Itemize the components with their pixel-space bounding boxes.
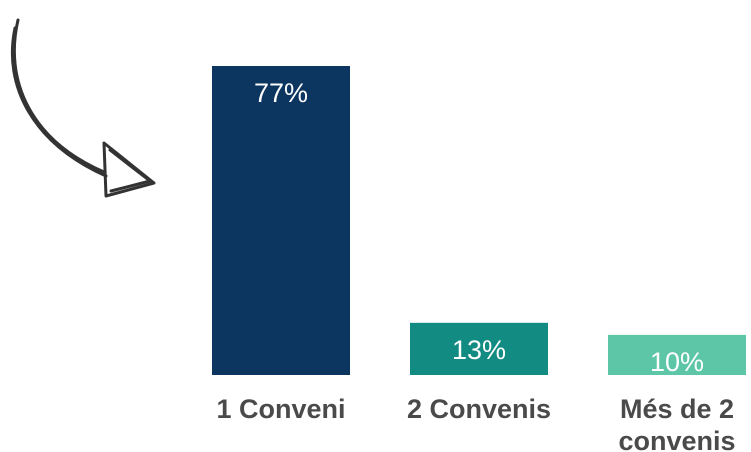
value-label-1: 77%: [254, 78, 308, 108]
bar-3: [608, 334, 746, 375]
bars-group: [212, 66, 746, 375]
value-label-2: 13%: [452, 335, 506, 365]
category-label-3-line-1: Més de 2: [620, 394, 734, 424]
value-labels-group: 77% 13% 10%: [254, 78, 704, 377]
curved-arrow-icon: [10, 18, 156, 198]
category-label-3-line-2: convenis: [618, 426, 735, 452]
bar-1: [212, 66, 350, 375]
category-label-2: 2 Convenis: [407, 394, 551, 424]
value-label-3: 10%: [650, 347, 704, 377]
bar-2: [410, 322, 548, 375]
category-label-1: 1 Conveni: [216, 394, 345, 424]
